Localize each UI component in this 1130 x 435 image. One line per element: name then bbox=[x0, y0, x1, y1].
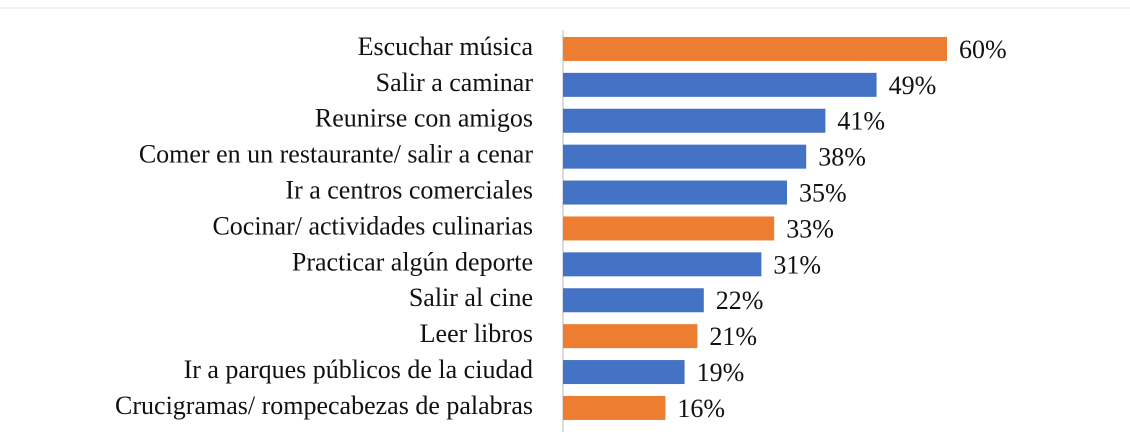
category-label: Escuchar música bbox=[358, 32, 534, 61]
category-label: Salir a caminar bbox=[376, 68, 534, 97]
category-label: Cocinar/ actividades culinarias bbox=[212, 211, 533, 240]
category-label: Reunirse con amigos bbox=[315, 104, 533, 133]
value-label: 33% bbox=[786, 214, 834, 243]
value-label: 35% bbox=[799, 179, 847, 208]
category-label: Crucigramas/ rompecabezas de palabras bbox=[115, 391, 533, 420]
category-label: Salir al cine bbox=[409, 283, 533, 312]
category-label: Comer en un restaurante/ salir a cenar bbox=[139, 140, 533, 169]
bar bbox=[563, 72, 877, 97]
value-label: 38% bbox=[818, 143, 866, 172]
value-label: 49% bbox=[889, 71, 937, 100]
bar bbox=[563, 360, 685, 385]
bar bbox=[563, 180, 787, 205]
category-label: Leer libros bbox=[420, 319, 533, 348]
value-label: 22% bbox=[716, 286, 764, 315]
category-label: Ir a parques públicos de la ciudad bbox=[184, 355, 533, 384]
value-label: 31% bbox=[773, 250, 821, 279]
bar bbox=[563, 252, 762, 277]
bar bbox=[563, 144, 807, 169]
bar bbox=[563, 395, 666, 420]
value-label: 41% bbox=[837, 107, 885, 136]
bar bbox=[563, 288, 704, 313]
bar bbox=[563, 36, 947, 61]
bar bbox=[563, 108, 826, 133]
bar bbox=[563, 216, 775, 241]
value-label: 21% bbox=[709, 322, 757, 351]
bar bbox=[563, 324, 698, 349]
value-label: 60% bbox=[959, 35, 1007, 64]
value-label: 19% bbox=[697, 358, 745, 387]
value-label: 16% bbox=[677, 394, 725, 423]
category-label: Ir a centros comerciales bbox=[285, 176, 533, 205]
category-label: Practicar algún deporte bbox=[292, 247, 533, 276]
